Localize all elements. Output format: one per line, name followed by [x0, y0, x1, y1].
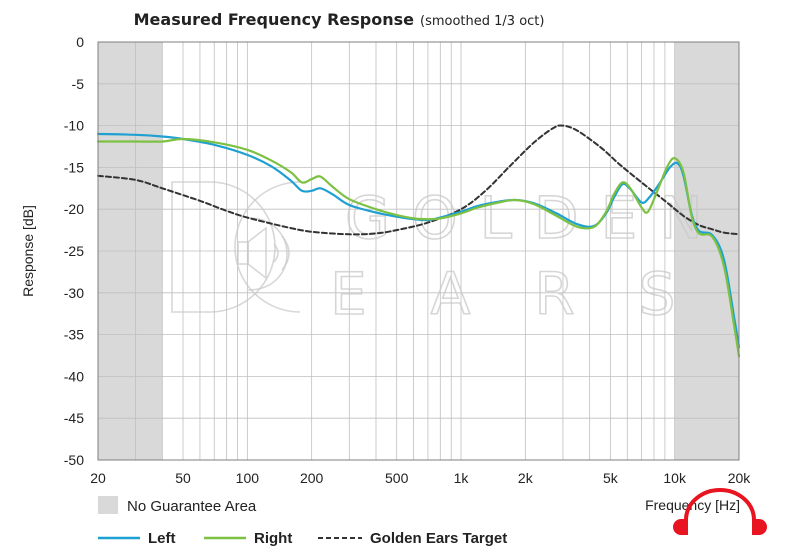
- x-tick-label: 20: [90, 470, 106, 486]
- y-axis-label: Response [dB]: [20, 205, 36, 297]
- y-tick-label: -35: [64, 327, 84, 343]
- legend-label-left: Left: [148, 530, 176, 547]
- x-tick-label: 500: [385, 470, 409, 486]
- x-tick-label: 1k: [454, 470, 470, 486]
- y-tick-label: -25: [64, 243, 84, 259]
- no-guarantee-label: No Guarantee Area: [127, 498, 257, 515]
- headphones-icon: [673, 488, 767, 535]
- golden-ears-watermark: GOLDEN EARS: [171, 181, 739, 329]
- y-tick-labels: 0 -5 -10 -15 -20 -25 -30 -35 -40 -45 -50: [64, 34, 84, 468]
- legend-label-target: Golden Ears Target: [370, 530, 507, 547]
- series-line-right: [96, 137, 741, 358]
- legend-label-right: Right: [254, 530, 292, 547]
- x-tick-label: 5k: [603, 470, 619, 486]
- x-tick-label: 200: [300, 470, 324, 486]
- watermark-brand-bottom: EARS: [330, 260, 739, 328]
- x-tick-label: 10k: [663, 470, 687, 486]
- y-tick-label: -5: [72, 76, 85, 92]
- x-tick-label: 2k: [518, 470, 534, 486]
- y-tick-label: -40: [64, 368, 84, 384]
- legend-no-guarantee: No Guarantee Area: [98, 496, 257, 515]
- plot-frame: [97, 41, 740, 461]
- y-tick-label: -50: [64, 452, 84, 468]
- y-tick-label: 0: [76, 34, 84, 50]
- chart-subtitle: (smoothed 1/3 oct): [420, 14, 544, 29]
- y-tick-label: -20: [64, 201, 84, 217]
- y-tick-label: -30: [64, 285, 84, 301]
- y-tick-label: -15: [64, 159, 84, 175]
- chart-title: Measured Frequency Response: [134, 10, 415, 29]
- series-line-golden-ears-target: [97, 124, 740, 236]
- y-tick-label: -45: [64, 410, 84, 426]
- legend: Left Right Golden Ears Target: [98, 530, 507, 547]
- x-tick-label: 20k: [728, 470, 752, 486]
- x-tick-label: 100: [236, 470, 260, 486]
- x-tick-labels: 20 50 100 200 500 1k 2k 5k 10k 20k: [90, 470, 751, 486]
- series-lines: [96, 124, 741, 358]
- y-tick-label: -10: [64, 118, 84, 134]
- x-tick-label: 50: [175, 470, 191, 486]
- no-guarantee-swatch: [98, 496, 118, 514]
